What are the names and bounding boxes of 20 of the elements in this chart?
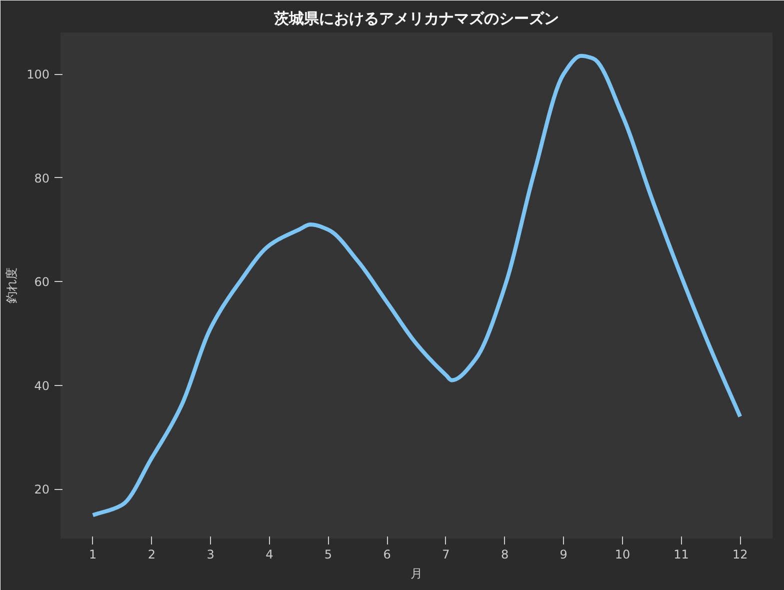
- x-tick-label: 2: [148, 548, 156, 562]
- x-tick-label: 6: [383, 548, 391, 562]
- y-tick-label: 100: [26, 68, 50, 82]
- x-tick-label: 10: [614, 548, 630, 562]
- x-axis-title: 月: [410, 566, 422, 580]
- x-tick-label: 9: [560, 548, 568, 562]
- chart-title: 茨城県におけるアメリカナマズのシーズン: [273, 10, 559, 28]
- x-tick-label: 1: [89, 548, 97, 562]
- x-tick-label: 11: [674, 548, 689, 562]
- y-tick-label: 60: [34, 275, 50, 290]
- y-tick-label: 40: [34, 378, 50, 393]
- y-tick-label: 80: [34, 171, 50, 186]
- x-tick-label: 8: [500, 548, 509, 562]
- x-tick-label: 3: [206, 548, 214, 562]
- y-axis-title: 釣れ度: [4, 268, 19, 304]
- x-tick-label: 7: [442, 548, 450, 562]
- x-tick-label: 12: [732, 548, 748, 562]
- y-tick-label: 20: [34, 482, 50, 497]
- x-tick-label: 5: [324, 548, 332, 562]
- x-tick-label: 4: [266, 548, 274, 562]
